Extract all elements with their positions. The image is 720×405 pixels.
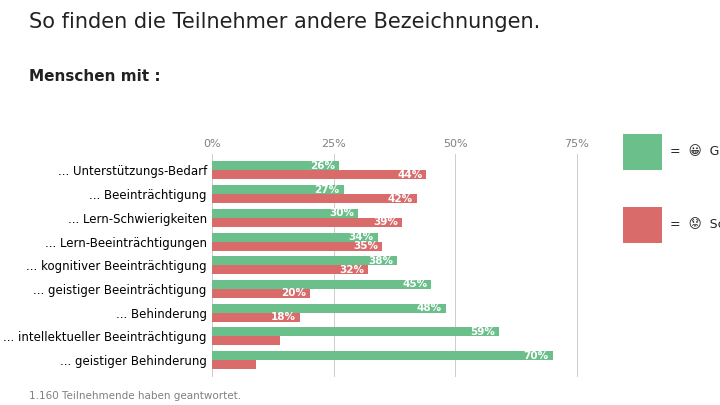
- Bar: [212, 289, 310, 298]
- Text: 70%: 70%: [523, 351, 549, 360]
- Text: 42%: 42%: [387, 194, 413, 204]
- Text: 35%: 35%: [354, 241, 379, 251]
- Bar: [212, 360, 256, 369]
- Bar: [212, 256, 397, 265]
- Text: 9%: 9%: [258, 360, 276, 370]
- Text: 48%: 48%: [417, 303, 442, 313]
- Text: 34%: 34%: [348, 232, 374, 242]
- Text: 39%: 39%: [373, 217, 398, 227]
- Bar: [212, 218, 402, 227]
- Text: 59%: 59%: [470, 327, 495, 337]
- Bar: [212, 327, 499, 337]
- Text: So finden die Teilnehmer andere Bezeichnungen.: So finden die Teilnehmer andere Bezeichn…: [29, 12, 540, 32]
- Text: 44%: 44%: [397, 170, 423, 180]
- Bar: [212, 337, 280, 345]
- Bar: [212, 241, 382, 251]
- Bar: [212, 313, 300, 322]
- Bar: [212, 171, 426, 179]
- Bar: [212, 185, 343, 194]
- Text: 18%: 18%: [271, 312, 296, 322]
- Bar: [212, 280, 431, 289]
- Text: 14%: 14%: [283, 336, 308, 346]
- Bar: [212, 162, 339, 171]
- Bar: [212, 194, 416, 203]
- Bar: [212, 232, 377, 241]
- Bar: [212, 304, 446, 313]
- Text: 26%: 26%: [310, 161, 335, 171]
- Text: 1.160 Teilnehmende haben geantwortet.: 1.160 Teilnehmende haben geantwortet.: [29, 391, 241, 401]
- Bar: [212, 351, 552, 360]
- Text: 30%: 30%: [329, 209, 354, 218]
- Text: =  😟  Schlecht: = 😟 Schlecht: [670, 218, 720, 231]
- Bar: [212, 209, 358, 218]
- Text: Menschen mit :: Menschen mit :: [29, 69, 161, 84]
- Text: 38%: 38%: [368, 256, 393, 266]
- Text: 27%: 27%: [315, 185, 340, 195]
- Text: 45%: 45%: [402, 279, 427, 290]
- Text: =  😀  Gut: = 😀 Gut: [670, 145, 720, 158]
- Text: 20%: 20%: [281, 288, 306, 298]
- Bar: [212, 265, 368, 274]
- Text: 32%: 32%: [339, 265, 364, 275]
